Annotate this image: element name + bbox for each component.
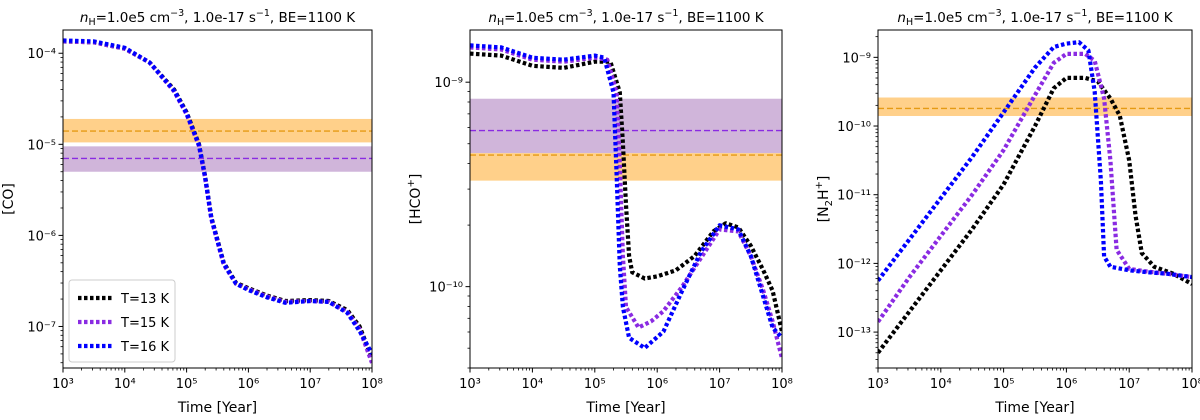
plot-frame [62,29,373,369]
y-axis-label: [CO] [1,183,17,215]
y-axis-label: [HCO+] [406,174,424,225]
y-tick-label: 10⁻⁶ [27,229,56,244]
x-axis-label: Time [Year] [177,400,257,416]
y-tick-label: 10⁻¹⁰ [837,120,871,135]
y-tick-label: 10⁻¹³ [837,326,871,341]
x-axis-label: Time [Year] [994,400,1074,416]
panel-hco-plus: 10³ 10⁴ 10⁵ 10⁶ 10⁷ 10⁸ 10⁻¹⁰ 10⁻⁹ nH=1.0e5 cm−3… [406,8,793,416]
x-tick-label: 10⁴ [114,377,136,392]
panel-title: nH=1.0e5 cm−3, 1.0e-17 s−1, BE=1100 K [80,8,356,28]
series-line-t-16-k [63,38,372,355]
series-line-t-15-k [470,45,782,359]
series-line-t-16-k [878,40,1192,282]
x-axis-label: Time [Year] [585,400,665,416]
panel-title: nH=1.0e5 cm−3, 1.0e-17 s−1, BE=1100 K [488,8,764,28]
legend-label: T=15 K [120,316,170,331]
y-tick-label: 10⁻⁹ [434,76,463,91]
x-tick-label: 10⁵ [176,377,198,392]
legend-label: T=16 K [120,340,170,355]
x-tick-label: 10⁵ [584,377,606,392]
x-tick-label: 10⁵ [993,377,1015,392]
x-tick-label: 10⁴ [930,377,952,392]
legend-label: T=13 K [120,292,170,307]
x-tick-label: 10⁴ [522,377,544,392]
panel-title: nH=1.0e5 cm−3, 1.0e-17 s−1, BE=1100 K [897,8,1173,28]
panel-co: 10³ 10⁴ 10⁵ 10⁶ 10⁷ 10⁸ 10⁻⁷ 10⁻⁶ 10⁻⁵ 10⁻⁴ nH=1.0… [1,8,383,416]
y-tick-label: 10⁻¹² [837,257,871,272]
series-line-t-13-k [470,51,782,333]
y-tick-label: 10⁻⁵ [27,138,56,153]
x-tick-label: 10³ [52,377,74,392]
x-tick-label: 10⁶ [646,377,668,392]
x-tick-label: 10⁸ [361,377,383,392]
plot-frame [877,29,1193,369]
x-tick-label: 10⁸ [771,377,793,392]
x-tick-label: 10⁷ [1118,377,1140,392]
x-tick-label: 10⁶ [1056,377,1078,392]
plot-frame [469,29,783,369]
panel-n2h-plus: 10³ 10⁴ 10⁵ 10⁶ 10⁷ 10⁸ 10⁻¹³ 10⁻¹² 10⁻¹¹ 10⁻¹⁰ 10… [814,8,1200,416]
x-tick-label: 10³ [459,377,481,392]
y-tick-label: 10⁻⁴ [27,47,56,62]
legend-box [68,279,176,363]
x-tick-label: 10⁸ [1181,377,1200,392]
y-axis-label: [N2H+] [814,176,835,223]
x-tick-label: 10⁶ [238,377,260,392]
observed-band-0 [470,98,782,154]
y-tick-label: 10⁻¹¹ [837,189,871,204]
y-tick-label: 10⁻⁹ [842,51,871,66]
y-tick-label: 10⁻¹⁰ [429,281,463,296]
x-tick-label: 10⁷ [709,377,731,392]
observed-band-0 [878,97,1192,116]
x-tick-label: 10³ [867,377,889,392]
series-line-t-15-k [878,51,1192,324]
y-tick-label: 10⁻⁷ [27,320,56,335]
x-tick-label: 10⁷ [299,377,321,392]
legend: T=13 K T=15 K T=16 K [68,279,176,363]
